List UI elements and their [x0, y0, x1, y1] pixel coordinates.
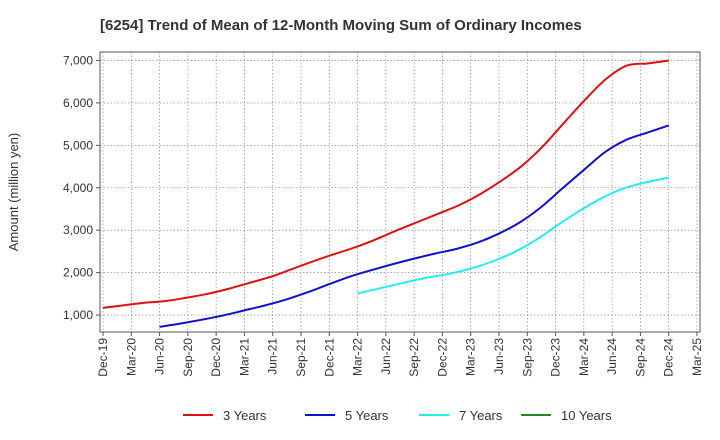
x-tick-label: Mar-23 [464, 338, 478, 376]
chart-title: [6254] Trend of Mean of 12-Month Moving … [100, 17, 582, 34]
legend-label: 5 Years [345, 408, 389, 423]
x-tick-label: Jun-21 [266, 338, 280, 375]
x-tick-label: Sep-21 [294, 338, 308, 377]
y-axis-label: Amount (million yen) [6, 133, 21, 252]
x-tick-label: Mar-24 [577, 338, 591, 376]
plot-area [99, 51, 701, 333]
y-tick-label: 5,000 [63, 138, 93, 152]
y-tick-label: 3,000 [63, 223, 93, 237]
series-line-7-years [357, 176, 669, 295]
y-tick-label: 1,000 [63, 308, 93, 322]
y-tick-label: 6,000 [63, 96, 93, 110]
x-axis: Dec-19 Mar-20 Jun-20 Sep-20 Dec-20 Mar-21 Jun-… [96, 332, 704, 377]
legend-label: 3 Years [223, 408, 267, 423]
gridlines [100, 52, 700, 332]
x-tick-label: Sep-22 [407, 338, 421, 377]
y-tick-label: 7,000 [63, 53, 93, 67]
x-tick-label: Dec-20 [209, 338, 223, 377]
y-tick-label: 4,000 [63, 181, 93, 195]
x-tick-label: Jun-24 [605, 338, 619, 375]
x-tick-label: Mar-22 [351, 338, 365, 376]
legend-label: 7 Years [459, 408, 503, 423]
x-tick-label: Dec-21 [322, 338, 336, 377]
x-tick-label: Sep-20 [181, 338, 195, 377]
y-tick-label: 2,000 [63, 266, 93, 280]
x-tick-label: Dec-22 [435, 338, 449, 377]
series-line-5-years [159, 124, 670, 328]
x-tick-label: Jun-22 [379, 338, 393, 375]
x-tick-label: Jun-20 [153, 338, 167, 375]
x-tick-label: Dec-23 [549, 338, 563, 377]
series-line-3-years [102, 59, 669, 309]
legend-label: 10 Years [561, 408, 612, 423]
series-lines [102, 59, 670, 328]
x-tick-label: Sep-23 [520, 338, 534, 377]
x-tick-label: Mar-20 [124, 338, 138, 376]
legend: 3 Years 5 Years 7 Years 10 Years [183, 408, 612, 423]
x-tick-label: Mar-21 [237, 338, 251, 376]
x-tick-label: Jun-23 [492, 338, 506, 375]
x-tick-label: Dec-19 [96, 338, 110, 377]
x-tick-label: Sep-24 [633, 338, 647, 377]
x-tick-label: Dec-24 [662, 338, 676, 377]
x-tick-label: Mar-25 [690, 338, 704, 376]
y-axis: 1,000 2,000 3,000 4,000 5,000 6,000 7,000 [63, 53, 100, 322]
